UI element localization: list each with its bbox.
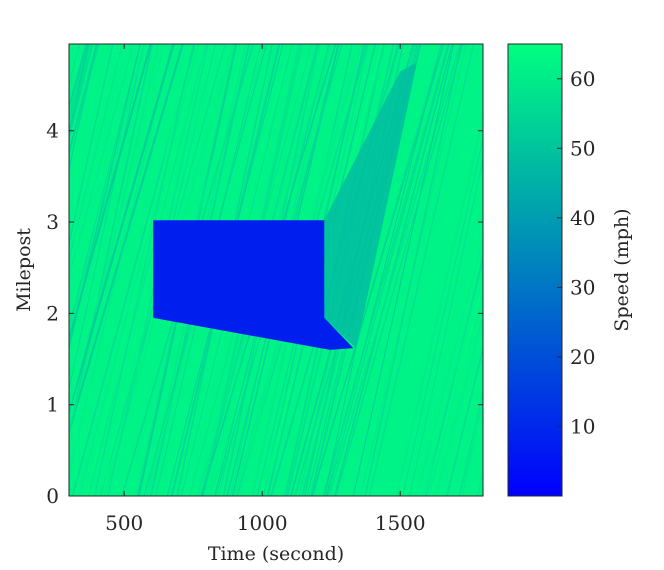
plot-frame <box>68 43 484 497</box>
colorbar-tick-label: 40 <box>570 206 595 230</box>
trajectory-streak <box>364 44 462 496</box>
trajectory-streak <box>326 44 450 496</box>
trajectory-streak <box>328 44 462 496</box>
trajectory-streak <box>427 291 483 496</box>
trajectory-streak <box>446 344 483 496</box>
trajectory-streak <box>78 44 199 496</box>
trajectory-streak <box>334 44 453 496</box>
trajectory-streak <box>69 44 100 157</box>
colorbar-tick-label: 30 <box>570 275 595 299</box>
trajectory-streak <box>69 44 114 247</box>
trajectory-streak <box>69 44 123 262</box>
trajectory-streak <box>402 137 483 496</box>
y-tick-label: 1 <box>46 393 59 417</box>
trajectory-streak <box>93 44 194 496</box>
trajectory-streak <box>69 44 172 476</box>
y-tick-label: 3 <box>46 210 59 234</box>
y-tick-label: 2 <box>46 301 59 325</box>
trajectory-streak <box>69 44 152 344</box>
y-axis-title: Milepost <box>13 228 35 312</box>
trajectory-streak <box>416 236 483 496</box>
trajectory-streak <box>424 254 483 496</box>
trajectory-streak <box>69 44 98 172</box>
speed-regions <box>153 62 417 350</box>
x-tick-label: 1000 <box>237 511 288 535</box>
trajectory-streak <box>87 44 207 496</box>
trajectory-streak <box>409 157 483 496</box>
colorbar-ticks: 10 20 30 40 50 60 <box>557 67 595 438</box>
colorbar-title: Speed (mph) <box>611 208 633 331</box>
trajectory-streak <box>422 260 483 496</box>
plot-area <box>68 43 484 497</box>
colorbar-tick-label: 60 <box>570 67 595 91</box>
trajectory-streak <box>69 44 160 438</box>
congestion-zone-region <box>153 220 354 350</box>
trajectory-streak <box>459 398 483 496</box>
trajectory-streak <box>458 389 483 496</box>
trajectory-streak <box>430 282 483 496</box>
trajectory-streak <box>86 44 193 496</box>
trajectory-streak <box>69 44 72 54</box>
trajectory-streak <box>101 44 198 496</box>
colorbar-tick-label: 20 <box>570 345 595 369</box>
trajectory-streak <box>69 44 141 330</box>
trajectory-streak <box>69 44 146 336</box>
trajectory-streak <box>69 44 134 279</box>
x-tick-label: 500 <box>105 511 143 535</box>
trajectory-streak <box>69 44 81 86</box>
x-axis-title: Time (second) <box>208 543 344 565</box>
trajectory-streak <box>69 44 175 416</box>
trajectory-streak <box>434 311 483 496</box>
y-axis: 0 1 2 3 4 <box>46 119 483 508</box>
trajectory-streak <box>424 284 483 496</box>
trajectory-streak <box>69 44 145 391</box>
colorbar-tick-label: 50 <box>570 136 595 160</box>
trajectory-streak <box>69 44 92 150</box>
trajectory-streak <box>352 44 455 496</box>
trajectory-streak <box>69 44 98 155</box>
trajectory-streak <box>69 44 109 178</box>
trajectory-streak <box>311 44 445 496</box>
colorbar-tick-label: 10 <box>570 414 595 438</box>
y-tick-label: 0 <box>46 484 59 508</box>
trajectory-streak <box>335 44 464 496</box>
trajectory-streak <box>69 44 141 351</box>
x-axis: 500 1000 1500 <box>105 44 426 535</box>
x-tick-label: 1500 <box>375 511 426 535</box>
trajectory-streak <box>368 44 475 496</box>
y-tick-label: 4 <box>46 119 59 143</box>
trajectory-streak <box>69 44 166 414</box>
trajectory-streak <box>69 44 90 136</box>
recovery-shockwave-region <box>324 62 417 349</box>
trajectory-streak <box>322 44 450 496</box>
trajectory-streak <box>327 44 434 496</box>
colorbar: 10 20 30 40 50 60 Speed (mph) <box>507 43 633 497</box>
colorbar-fill <box>507 43 563 497</box>
trajectory-streak <box>69 44 94 142</box>
